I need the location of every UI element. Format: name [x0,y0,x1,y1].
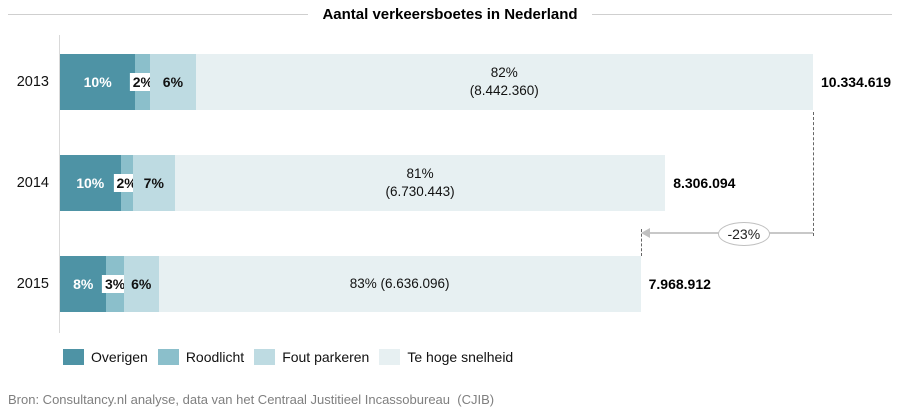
bar-row-2013: 2013 10% 2% 6% 82% (8.442.360) 10.334.61… [0,54,900,110]
segment-te-hoge-snelheid[interactable]: 81% (6.730.443) [174,155,666,211]
legend-item-fout-parkeren[interactable]: Fout parkeren [254,349,369,365]
segment-value: 8% [73,276,94,292]
segment-value: 82% (8.442.360) [469,65,539,98]
segment-value: 81% (6.730.443) [385,166,455,199]
segment-value: 6% [131,276,152,292]
source-note: Bron: Consultancy.nl analyse, data van h… [8,392,495,407]
segment-overigen[interactable]: 10% [60,54,136,110]
bar-row-2014: 2014 10% 2% 7% 81% (6.730.443) 8.306.094 [0,155,900,211]
dashed-guide-2013 [813,112,814,236]
segment-fout-parkeren[interactable]: 6% [150,54,196,110]
legend-label: Overigen [91,349,148,365]
legend: Overigen Roodlicht Fout parkeren Te hoge… [63,349,523,365]
segment-value: 6% [162,74,184,90]
total-label-2013: 10.334.619 [821,74,892,90]
annotation-change-badge: -23% [717,222,770,246]
segment-value: 3% [102,275,129,293]
segment-roodlicht[interactable]: 2% [129,54,156,110]
segment-value: 10% [76,175,105,191]
segment-te-hoge-snelheid[interactable]: 82% (8.442.360) [195,54,813,110]
chart-title: Aantal verkeersboetes in Nederland [322,5,578,23]
y-axis-line [59,35,60,333]
legend-label: Te hoge snelheid [407,349,514,365]
title-row: Aantal verkeersboetes in Nederland [0,3,900,25]
segment-overigen[interactable]: 10% [60,155,121,211]
segment-value: 7% [143,175,164,191]
segment-roodlicht[interactable]: 3% [102,256,129,312]
dashed-guide-2015 [640,229,642,256]
total-label-2015: 7.968.912 [648,276,711,292]
category-label-2014: 2014 [16,175,49,191]
stacked-bar-2014: 10% 2% 7% 81% (6.730.443) [60,155,666,211]
legend-item-overigen[interactable]: Overigen [63,349,148,365]
annotation-arrow-head-icon [640,228,650,238]
legend-label: Fout parkeren [282,349,370,365]
legend-swatch-roodlicht [157,349,179,365]
legend-swatch-te-hoge-snelheid [379,349,401,365]
legend-label: Roodlicht [185,349,245,365]
segment-fout-parkeren[interactable]: 7% [132,155,175,211]
segment-fout-parkeren[interactable]: 6% [123,256,159,312]
segment-value: 10% [83,74,112,90]
segment-value: 83% (6.636.096) [349,276,450,291]
title-divider-left [8,13,309,15]
legend-item-roodlicht[interactable]: Roodlicht [157,349,245,365]
category-label-2015: 2015 [16,276,49,292]
legend-swatch-fout-parkeren [254,349,276,365]
segment-value: 2% [129,73,156,91]
legend-swatch-overigen [63,349,84,365]
category-label-2013: 2013 [16,74,49,90]
segment-roodlicht[interactable]: 2% [113,155,140,211]
total-label-2014: 8.306.094 [673,175,736,191]
title-divider-right [591,13,893,15]
legend-item-te-hoge-snelheid[interactable]: Te hoge snelheid [379,349,513,365]
stacked-bar-2013: 10% 2% 6% 82% (8.442.360) [60,54,813,110]
segment-te-hoge-snelheid[interactable]: 83% (6.636.096) [158,256,641,312]
segment-overigen[interactable]: 8% [60,256,107,312]
bar-row-2015: 2015 8% 3% 6% 83% (6.636.096) 7.968.912 [0,256,900,312]
stacked-bar-2015: 8% 3% 6% 83% (6.636.096) [60,256,641,312]
